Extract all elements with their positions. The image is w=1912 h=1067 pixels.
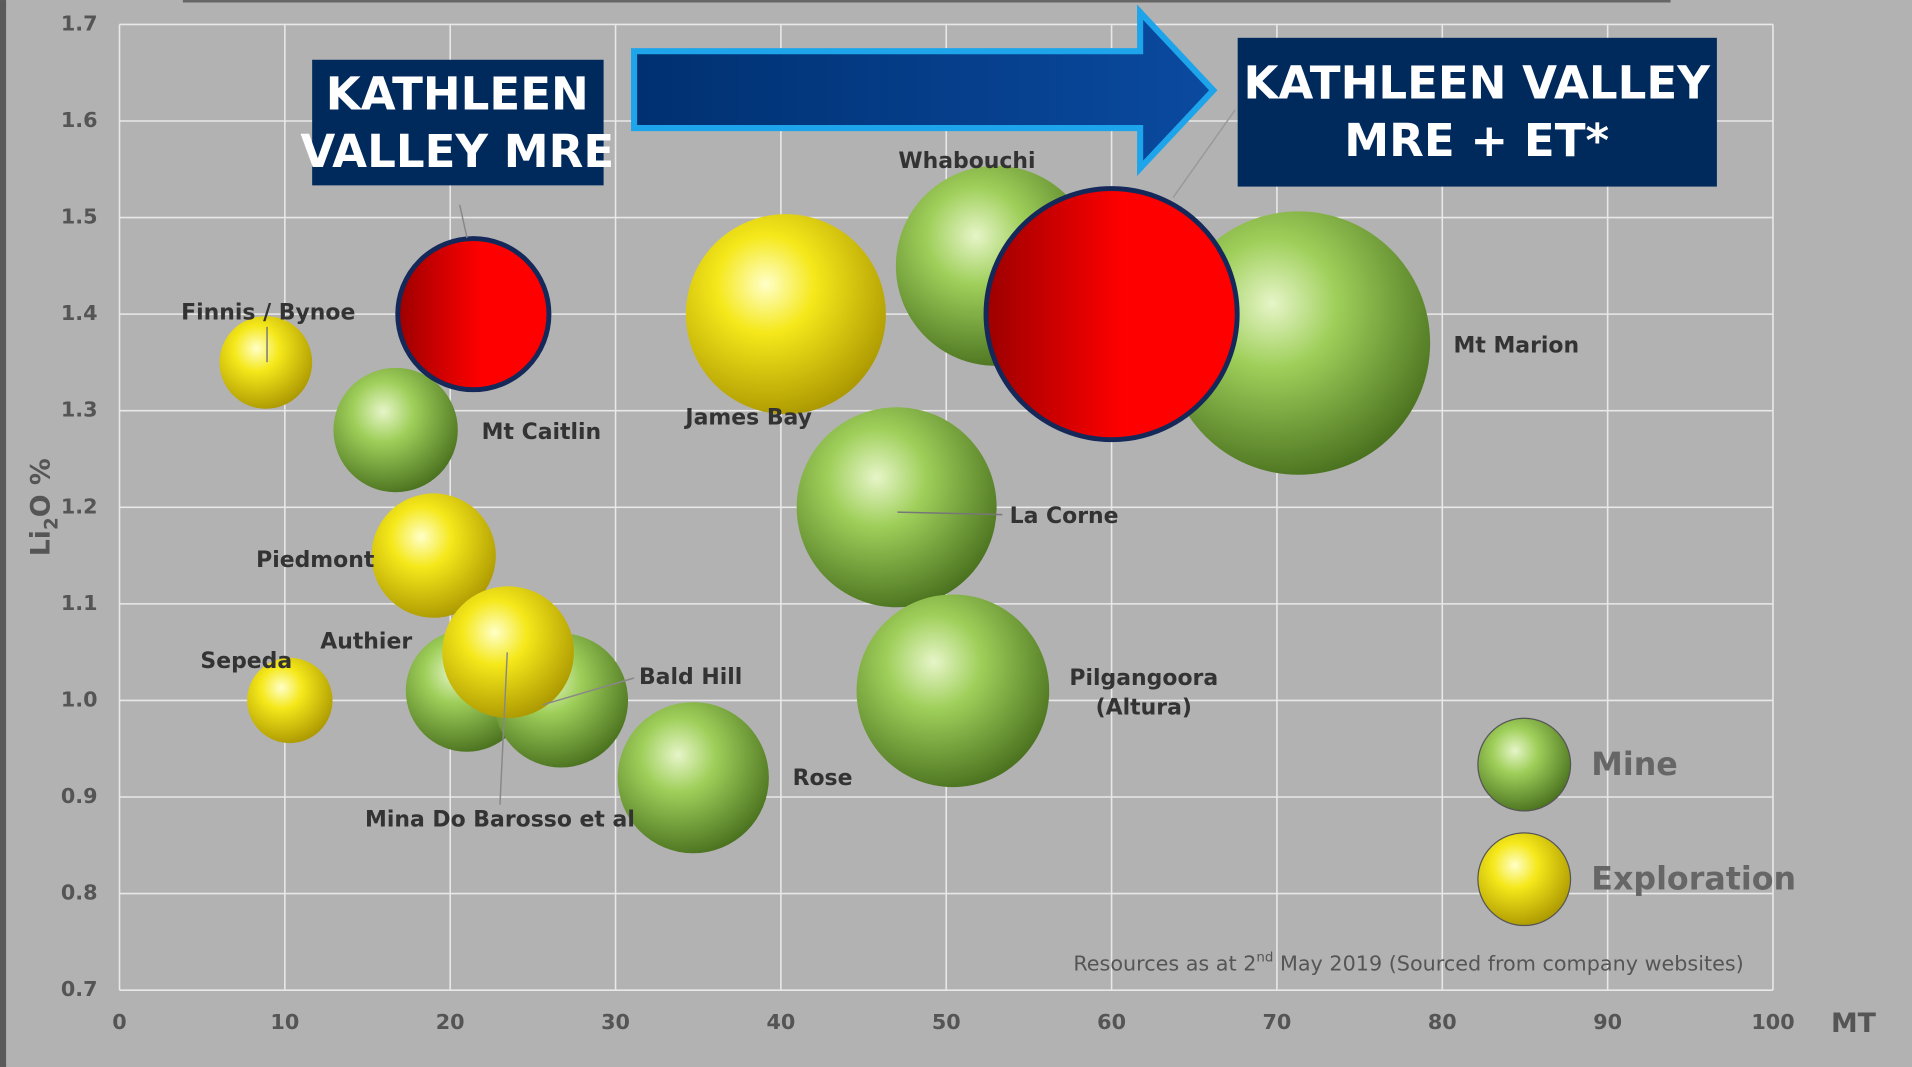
y-tick-label: 0.9	[61, 784, 98, 808]
leader	[458, 204, 468, 238]
bubble	[856, 594, 1050, 788]
highlight-bubble	[983, 186, 1240, 443]
legend-swatch	[1477, 832, 1572, 927]
point-label: Mt Marion	[1454, 333, 1580, 358]
callout-text: KATHLEEN VALLEY	[1243, 57, 1711, 110]
legend-label: Mine	[1591, 747, 1677, 783]
bubble	[333, 367, 458, 493]
y-tick-label: 1.0	[61, 687, 98, 711]
leader	[499, 652, 508, 805]
callout-text: VALLEY MRE	[300, 125, 614, 178]
y-tick-label: 1.1	[61, 591, 98, 615]
y-tick-label: 1.2	[61, 494, 98, 518]
annotations	[266, 4, 1236, 805]
y-tick-label: 1.5	[61, 205, 98, 229]
bubble	[219, 316, 313, 409]
y-tick-label: 1.6	[61, 108, 98, 132]
point-label: Mt Caitlin	[482, 420, 602, 445]
y-tick-label: 0.8	[61, 881, 98, 905]
x-tick-label: 30	[601, 1010, 630, 1034]
x-tick-label: 10	[270, 1010, 299, 1034]
point-label: Whabouchi	[898, 149, 1035, 174]
y-tick-label: 1.3	[61, 398, 98, 422]
x-tick-label: 80	[1428, 1010, 1457, 1034]
footnote-part: May 2019 (Sourced from company websites)	[1273, 952, 1743, 976]
leader	[897, 511, 1003, 516]
y-tick-label: 0.7	[61, 977, 98, 1001]
point-label: La Corne	[1010, 504, 1119, 529]
y-tick-label: 1.4	[61, 301, 98, 325]
point-label: (Altura)	[1096, 695, 1192, 720]
point-label: Sepeda	[200, 649, 292, 674]
point-label: Finnis / Bynoe	[181, 300, 355, 325]
y-axis-label: Li2O %	[25, 458, 62, 556]
point-label: Bald Hill	[639, 665, 742, 690]
bubble	[247, 657, 333, 744]
x-axis-label: MT	[1831, 1008, 1877, 1039]
callout-box	[1237, 37, 1717, 187]
callout-text: KATHLEEN	[326, 68, 589, 121]
y-label-part: Li	[25, 530, 56, 556]
x-tick-label: 50	[932, 1010, 961, 1034]
point-label: Pilgangoora	[1069, 666, 1218, 691]
legend-swatch	[1477, 717, 1572, 812]
bubble	[685, 214, 886, 415]
x-tick-label: 70	[1263, 1010, 1292, 1034]
x-tick-label: 0	[112, 1010, 126, 1034]
y-label-part: O %	[25, 458, 56, 517]
bubble	[371, 493, 496, 618]
footnote-part: Resources as at 2	[1073, 952, 1256, 976]
x-tick-label: 90	[1593, 1010, 1622, 1034]
point-label: Authier	[320, 630, 412, 655]
x-tick-label: 100	[1751, 1010, 1794, 1034]
bubble	[617, 702, 769, 854]
footnote: Resources as at 2nd May 2019 (Sourced fr…	[1073, 950, 1743, 976]
leader	[542, 677, 635, 706]
point-label: Piedmont	[256, 548, 374, 573]
point-label: Rose	[793, 766, 853, 791]
point-label: James Bay	[683, 405, 812, 430]
point-label: Mina Do Barosso et al	[365, 808, 635, 833]
footnote-part: nd	[1256, 950, 1273, 965]
arrow	[631, 4, 1218, 177]
highlight-bubble	[395, 236, 552, 393]
legend-label: Exploration	[1591, 861, 1796, 897]
bubble	[442, 586, 574, 718]
y-tick-label: 1.7	[61, 11, 98, 35]
x-tick-label: 40	[766, 1010, 795, 1034]
callout-box	[312, 59, 604, 186]
left-edge	[0, 0, 7, 1067]
x-tick-label: 20	[436, 1010, 465, 1034]
x-tick-label: 60	[1097, 1010, 1126, 1034]
bubble	[796, 407, 997, 608]
callout-text: MRE + ET*	[1344, 114, 1609, 167]
leader	[1172, 109, 1236, 198]
y-label-part: 2	[41, 517, 62, 530]
